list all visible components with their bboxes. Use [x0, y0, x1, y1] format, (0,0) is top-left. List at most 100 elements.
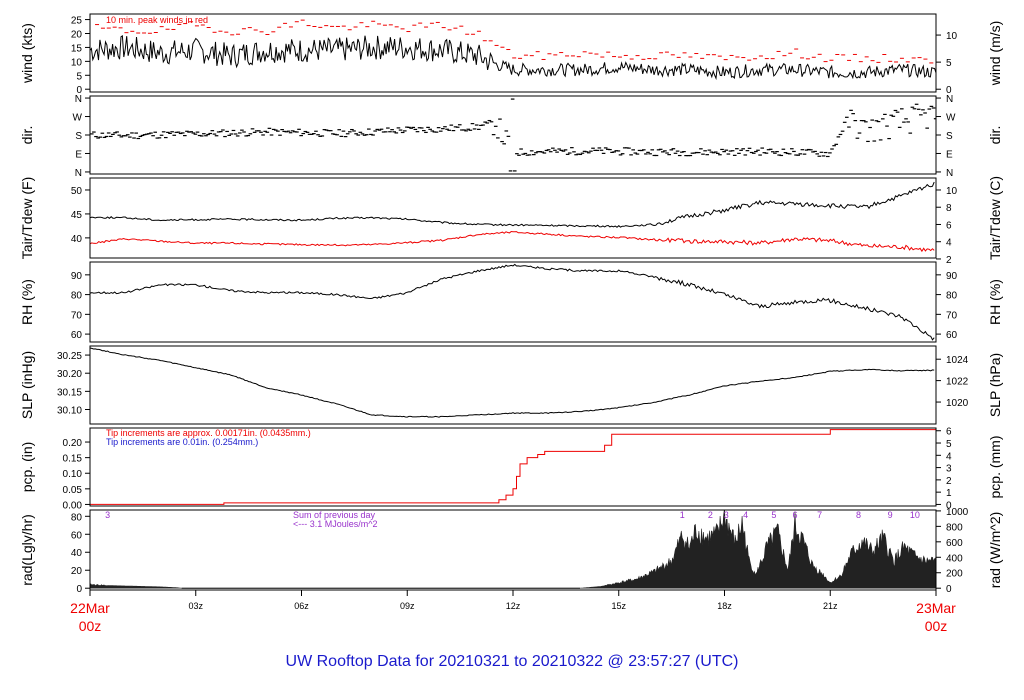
x-tick-label: 03z: [188, 601, 203, 611]
left-tick-label: 60: [71, 530, 83, 541]
panel-slp: 30.10 30.15 30.20 30.25 1020 1022 1024 SLP (inH…: [19, 345, 1003, 425]
left-axis-title: Tair/Tdew (F): [19, 177, 35, 259]
day-marker: 3: [724, 510, 729, 520]
left-tick-label: 0: [76, 584, 82, 595]
left-tick-label: 0: [76, 85, 82, 96]
series-precip: [90, 429, 936, 505]
pcp-note-blue: Tip increments are 0.01in. (0.254mm.): [106, 437, 258, 447]
left-tick-label: 60: [71, 330, 83, 341]
right-tick-label: 6: [946, 427, 952, 438]
right-tick-label: 5: [946, 439, 952, 450]
left-tick-label: 0.00: [63, 500, 83, 511]
right-axis-title: Tair/Tdew (C): [987, 176, 1003, 260]
left-tick-label: 5: [76, 71, 82, 82]
x-tick-label: 06z: [294, 601, 309, 611]
right-tick-label: 10: [946, 31, 958, 42]
right-tick-label: 800: [946, 522, 963, 533]
right-tick-label: 4: [946, 451, 952, 462]
right-tick-label: 6: [946, 220, 952, 231]
right-tick-label: 5: [946, 58, 952, 69]
right-tick-label: 8: [946, 203, 952, 214]
left-tick-label: 25: [71, 16, 83, 27]
left-axis-title: dir.: [19, 126, 35, 145]
left-axis-title: pcp. (in): [19, 442, 35, 493]
series-rh: [90, 263, 935, 341]
right-tick-label: 1022: [946, 377, 969, 388]
right-tick-label: 3: [946, 464, 952, 475]
left-tick-label: E: [75, 149, 82, 160]
right-tick-label: 1: [946, 488, 952, 499]
series-tdew: [90, 230, 935, 253]
right-tick-label: 0: [946, 85, 952, 96]
left-tick-label: 90: [71, 271, 83, 282]
plot-area-pcp: [90, 429, 936, 505]
x-start-time: 00z: [79, 618, 102, 634]
panel-rh: 60 70 80 90 60 70 80 90 RH (%) RH (%): [19, 261, 1003, 343]
left-tick-label: 0.10: [63, 469, 83, 480]
panel-frame: [89, 427, 937, 507]
left-tick-label: 0.15: [63, 454, 83, 465]
day-marker: 7: [817, 510, 822, 520]
left-axis-title: RH (%): [19, 279, 35, 325]
x-start-date: 22Mar: [70, 600, 110, 616]
right-tick-label: 600: [946, 538, 963, 549]
left-tick-label: S: [75, 131, 82, 142]
right-tick-label: 0: [946, 584, 952, 595]
day-marker: 2: [708, 510, 713, 520]
right-tick-label: 2: [946, 476, 952, 487]
rad-note-line1: Sum of previous day: [293, 510, 376, 520]
plot-area-temp: [90, 181, 935, 253]
right-axis-title: RH (%): [987, 279, 1003, 325]
left-tick-label: 70: [71, 310, 83, 321]
right-tick-label: 200: [946, 569, 963, 580]
x-tick-label: 09z: [400, 601, 415, 611]
left-tick-label: 45: [71, 210, 83, 221]
day-marker: 1: [680, 510, 685, 520]
x-tick-label: 18z: [717, 601, 732, 611]
right-tick-label: 1020: [946, 398, 969, 409]
panel-frame: [89, 261, 937, 343]
x-tick-label: 12z: [506, 601, 521, 611]
right-tick-label: 90: [946, 271, 958, 282]
left-tick-label: 20: [71, 566, 83, 577]
panel-temp: 40 45 50 2 4 6 8 10 Tair/Tdew (F) Tair/Tdew (C): [19, 176, 1003, 266]
left-tick-label: 15: [71, 43, 83, 54]
x-tick-label: 15z: [611, 601, 626, 611]
day-marker: 4: [743, 510, 748, 520]
figure-title: UW Rooftop Data for 20210321 to 20210322…: [286, 653, 739, 670]
panel-frame: [89, 345, 937, 425]
left-axis-title: rad(Lgly/hr): [19, 514, 35, 586]
right-tick-label: N: [946, 94, 953, 105]
right-tick-label: N: [946, 168, 953, 179]
x-end-time: 00z: [925, 618, 948, 634]
right-tick-label: W: [946, 113, 956, 124]
right-axis-title: wind (m/s): [987, 21, 1003, 87]
right-tick-label: 0: [946, 500, 952, 511]
left-tick-label: 40: [71, 234, 83, 245]
left-tick-label: 50: [71, 186, 83, 197]
series-radiation: [90, 510, 936, 589]
left-tick-label: 30.15: [57, 387, 82, 398]
left-tick-label: 30.25: [57, 351, 82, 362]
right-tick-label: 80: [946, 291, 958, 302]
right-tick-label: 10: [946, 186, 958, 197]
right-axis-title: dir.: [987, 126, 1003, 145]
x-end-date: 23Mar: [916, 600, 956, 616]
left-tick-label: 20: [71, 30, 83, 41]
series-slp: [90, 347, 935, 418]
left-tick-label: W: [73, 113, 83, 124]
x-tick-label: 21z: [823, 601, 838, 611]
left-axis-title: SLP (inHg): [19, 351, 35, 419]
right-axis-title: rad (W/m^2): [987, 512, 1003, 589]
day-marker: 6: [792, 510, 797, 520]
plot-area-rh: [90, 263, 935, 341]
right-tick-label: 4: [946, 238, 952, 249]
day-marker: 5: [771, 510, 776, 520]
plot-area-rad: [90, 510, 936, 589]
left-tick-label: N: [75, 168, 82, 179]
day-marker: 10: [910, 510, 920, 520]
left-tick-label: 80: [71, 512, 83, 523]
